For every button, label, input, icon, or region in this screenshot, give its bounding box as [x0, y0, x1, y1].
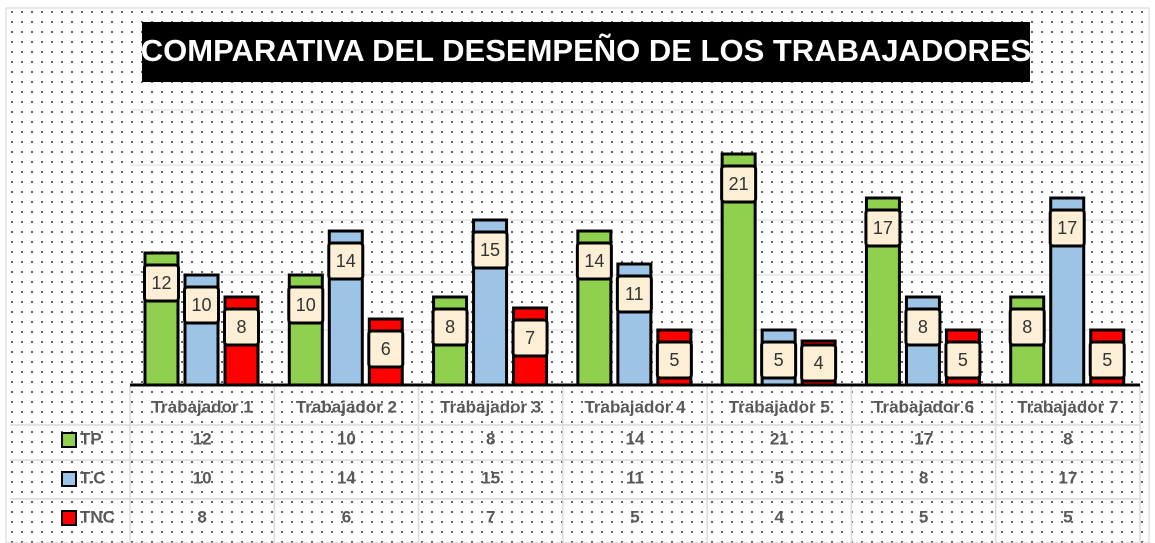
- table-value: 5: [775, 468, 784, 487]
- title-box: [142, 22, 1030, 82]
- data-label-box: [431, 307, 469, 347]
- data-label: 14: [336, 251, 356, 271]
- table-value: 8: [197, 507, 206, 526]
- data-label-box: [183, 285, 220, 325]
- x-tick-label: Trabajador 2: [296, 397, 397, 416]
- legend-swatch: [61, 471, 77, 487]
- table-value: 4: [775, 507, 785, 526]
- table-value: 6: [342, 507, 351, 526]
- data-label-box: [904, 307, 942, 347]
- data-label: 8: [918, 317, 928, 337]
- table-value: 5: [919, 507, 928, 526]
- data-label: 4: [814, 353, 824, 373]
- chart-title: COMPARATIVA DEL DESEMPEÑO DE LOS TRABAJA…: [141, 33, 1031, 68]
- data-label: 12: [151, 273, 171, 293]
- table-value: 10: [193, 468, 212, 487]
- data-label: 7: [525, 328, 535, 348]
- data-label: 5: [669, 350, 679, 370]
- data-label: 14: [584, 251, 604, 271]
- legend-label: TNC: [80, 507, 115, 526]
- data-label-box: [864, 208, 902, 248]
- legend-label: T.C: [80, 468, 106, 487]
- data-label-box: [615, 274, 653, 314]
- data-label-box: [1008, 307, 1046, 347]
- table-value: 21: [770, 429, 789, 448]
- data-label-box: [471, 230, 509, 270]
- table-value: 15: [481, 468, 500, 487]
- data-label-box: [575, 241, 613, 281]
- data-label-box: [800, 343, 838, 383]
- data-label: 21: [729, 174, 749, 194]
- data-label-box: [944, 340, 982, 380]
- table-value: 7: [486, 507, 495, 526]
- table-value: 14: [626, 429, 645, 448]
- x-tick-label: Trabajador 6: [873, 397, 974, 416]
- x-tick-label: Trabajador 5: [729, 397, 830, 416]
- data-label: 5: [1102, 350, 1112, 370]
- data-label: 5: [774, 350, 784, 370]
- data-label: 10: [296, 295, 316, 315]
- legend-swatch: [61, 432, 77, 448]
- table-value: 8: [486, 429, 495, 448]
- x-tick-label: Trabajador 7: [1017, 397, 1118, 416]
- data-label-box: [511, 318, 549, 358]
- data-label-box: [367, 329, 405, 369]
- data-label-box: [1048, 208, 1086, 248]
- data-label-box: [143, 263, 180, 303]
- data-label-box: [327, 241, 365, 281]
- table-value: 17: [914, 429, 933, 448]
- table-value: 12: [193, 429, 212, 448]
- table-value: 17: [1058, 468, 1077, 487]
- data-label: 17: [1057, 218, 1077, 238]
- data-label-box: [655, 340, 693, 380]
- x-tick-label: Trabajador 4: [584, 397, 686, 416]
- data-label-box: [287, 285, 325, 325]
- data-label-box: [223, 307, 260, 347]
- data-label-box: [1088, 340, 1126, 380]
- x-tick-label: Trabajador 1: [152, 397, 253, 416]
- data-label: 8: [236, 317, 246, 337]
- data-label: 8: [1022, 317, 1032, 337]
- x-tick-label: Trabajador 3: [440, 397, 541, 416]
- data-label-box: [720, 164, 758, 204]
- data-label: 5: [958, 350, 968, 370]
- data-label: 6: [381, 339, 391, 359]
- data-label: 8: [445, 317, 455, 337]
- data-label: 11: [625, 284, 644, 304]
- data-label: 15: [480, 240, 500, 260]
- legend-label: TP: [80, 429, 102, 448]
- data-label: 10: [191, 295, 211, 315]
- legend-swatch: [61, 510, 77, 526]
- data-label-box: [760, 340, 798, 380]
- table-value: 5: [630, 507, 639, 526]
- table-value: 8: [1063, 429, 1072, 448]
- table-value: 11: [626, 468, 644, 487]
- table-value: 10: [337, 429, 356, 448]
- table-value: 8: [919, 468, 928, 487]
- table-value: 14: [337, 468, 356, 487]
- table-value: 5: [1063, 507, 1072, 526]
- data-label: 17: [873, 218, 893, 238]
